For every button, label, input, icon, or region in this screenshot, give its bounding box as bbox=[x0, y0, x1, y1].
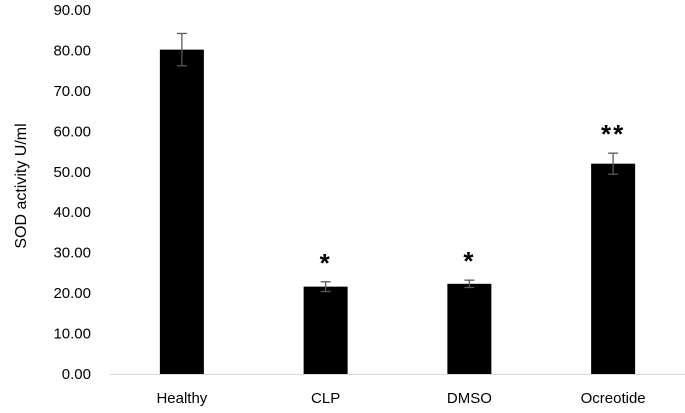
bar-dmso bbox=[447, 283, 492, 374]
x-tick-label: CLP bbox=[311, 390, 340, 407]
y-axis-label: SOD activity U/ml bbox=[13, 123, 30, 248]
bar-clp bbox=[303, 286, 348, 374]
y-tick-label: 10.00 bbox=[53, 326, 91, 343]
y-tick-label: 40.00 bbox=[53, 204, 91, 221]
x-tick-label: Ocreotide bbox=[581, 390, 646, 407]
x-tick-label: Healthy bbox=[156, 390, 207, 407]
x-tick-label: DMSO bbox=[447, 390, 492, 407]
bars bbox=[159, 49, 636, 374]
significance-markers: * *** bbox=[320, 119, 625, 278]
y-axis: 0.00 10.00 20.00 30.00 40.00 50.00 60.00 70.00 8… bbox=[53, 2, 91, 383]
significance-marker: * bbox=[320, 248, 332, 278]
error-bars bbox=[176, 32, 619, 293]
y-tick-label: 90.00 bbox=[53, 2, 91, 19]
significance-marker: * bbox=[463, 246, 475, 276]
x-axis: Healthy CLP DMSO Ocreotide bbox=[110, 374, 685, 407]
y-tick-label: 80.00 bbox=[53, 42, 91, 59]
y-tick-label: 70.00 bbox=[53, 83, 91, 100]
y-tick-label: 50.00 bbox=[53, 164, 91, 181]
bar-healthy bbox=[159, 49, 204, 374]
y-tick-label: 20.00 bbox=[53, 285, 91, 302]
bar-ocreotide bbox=[591, 163, 636, 374]
significance-marker: ** bbox=[601, 119, 625, 149]
y-tick-label: 60.00 bbox=[53, 123, 91, 140]
y-tick-label: 0.00 bbox=[62, 366, 91, 383]
y-tick-label: 30.00 bbox=[53, 245, 91, 262]
